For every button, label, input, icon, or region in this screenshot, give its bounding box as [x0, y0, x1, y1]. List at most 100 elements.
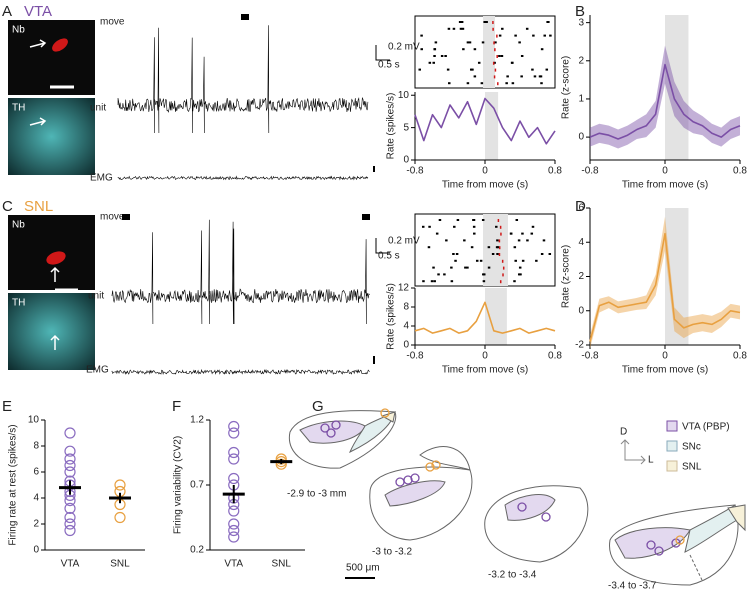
y-tick-label: 8	[403, 302, 409, 313]
raster-tick	[452, 253, 455, 255]
line	[414, 97, 556, 145]
scale-bar	[375, 45, 390, 61]
raster-tick	[491, 253, 495, 255]
orientation-label: D	[620, 427, 627, 438]
error-band	[590, 45, 740, 149]
raster-tick	[482, 273, 485, 276]
y-tick-label: 2	[578, 271, 584, 282]
y-axis-label: Rate (z-score)	[561, 56, 572, 119]
cell	[46, 251, 66, 265]
raster-tick	[466, 266, 469, 269]
raster-tick	[495, 225, 498, 228]
raster-move	[502, 266, 505, 270]
arrow	[29, 39, 47, 48]
raster-tick	[511, 82, 515, 85]
raster-tick	[496, 253, 499, 255]
raster-tick	[514, 259, 517, 262]
x-tick-label: 0	[662, 351, 668, 362]
raster-tick	[487, 246, 491, 249]
y-axis-label: Rate (spikes/s)	[386, 283, 397, 350]
raster-tick	[450, 280, 454, 283]
site	[675, 535, 685, 545]
raster-tick	[472, 219, 476, 221]
trace-label: unit	[88, 291, 104, 302]
raster-tick	[473, 48, 477, 51]
x-tick-label: 0	[662, 166, 668, 177]
raster-tick	[494, 41, 497, 44]
point	[228, 453, 240, 465]
raster-tick	[477, 61, 481, 64]
raster-tick	[455, 253, 459, 255]
x-tick-label: -0.8	[406, 166, 424, 177]
raster-move	[496, 34, 498, 38]
scale-bar	[375, 238, 390, 254]
raster-move	[494, 68, 497, 72]
raster-tick	[531, 68, 534, 71]
raster-move	[498, 246, 501, 250]
cell	[52, 38, 68, 52]
raster-tick	[513, 280, 516, 283]
raster-tick	[535, 259, 538, 262]
orientation-arrows	[620, 439, 646, 465]
section-label: -3.4 to -3.7	[608, 581, 657, 592]
raster-tick	[471, 68, 474, 71]
site	[410, 473, 420, 483]
line	[589, 63, 741, 140]
raster-move	[497, 82, 499, 86]
raster-move	[500, 232, 502, 236]
raster-move	[494, 48, 496, 52]
raster-tick	[514, 34, 517, 37]
site	[380, 408, 390, 418]
x-tick-label: 0.8	[548, 166, 562, 177]
raster-tick	[443, 273, 446, 276]
raster-tick	[445, 239, 448, 242]
site	[425, 462, 435, 472]
raster-tick	[435, 232, 439, 235]
raster-tick	[521, 259, 525, 262]
site	[646, 540, 656, 550]
x-axis-label: Time from move (s)	[442, 180, 528, 191]
site	[517, 502, 527, 512]
raster-tick	[485, 21, 488, 23]
scale-label: 500 μm	[346, 563, 380, 574]
raster-tick	[540, 48, 544, 51]
y-axis-label: Rate (z-score)	[561, 245, 572, 308]
region-title: SNL	[24, 198, 53, 215]
point	[64, 459, 76, 472]
raster-tick	[434, 41, 438, 44]
stimulus-shade	[665, 208, 689, 345]
raster-tick	[543, 34, 546, 37]
raster-tick	[466, 41, 470, 44]
legend-swatch	[666, 420, 678, 432]
axes	[44, 420, 145, 551]
point	[228, 427, 240, 439]
raster-tick	[531, 225, 535, 228]
raster-tick	[454, 259, 457, 262]
raster-tick	[520, 55, 524, 57]
region-title: VTA	[24, 3, 52, 20]
raster-tick	[542, 239, 546, 242]
x-tick-label: 0.8	[733, 166, 747, 177]
snc-area	[349, 410, 396, 454]
trace-label: EMG	[90, 173, 113, 184]
trace-label: EMG	[86, 365, 109, 376]
raster-move	[492, 27, 494, 31]
raster-tick	[462, 48, 465, 51]
x-tick-label: SNL	[110, 559, 130, 570]
raster-tick	[468, 41, 472, 44]
image-label: Nb	[12, 220, 25, 231]
y-tick-label: 8	[33, 441, 39, 452]
raster-tick	[498, 55, 501, 57]
raster-tick	[525, 27, 529, 30]
raster-tick	[440, 55, 444, 57]
raster-tick	[459, 27, 463, 30]
raster-tick	[539, 75, 543, 78]
image-th	[8, 98, 95, 175]
legend-label: SNc	[682, 442, 701, 453]
raster-move	[493, 41, 495, 45]
y-axis-label: Firing variability (CV2)	[173, 436, 184, 534]
y-tick-label: 2	[578, 55, 584, 66]
raster-move	[501, 259, 504, 263]
y-tick-label: -2	[575, 340, 584, 351]
vta-area	[504, 494, 556, 521]
